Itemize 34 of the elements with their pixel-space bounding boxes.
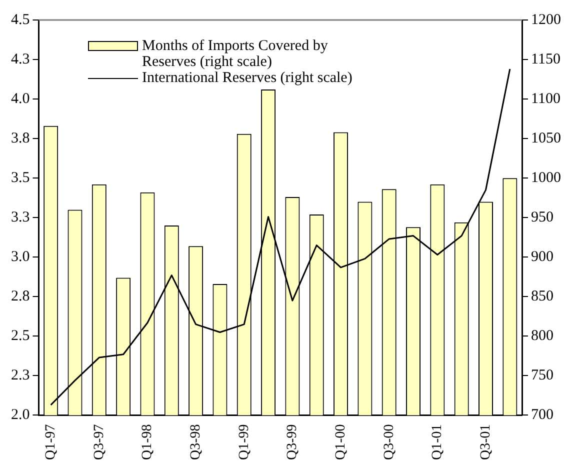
y-tick-label: 2.8 [11,288,30,305]
x-tick-label: Q1-99 [236,424,252,460]
y2-tick-label: 850 [531,288,554,305]
x-tick-label: Q1-00 [333,424,348,460]
y2-tick-label: 1150 [531,51,560,68]
y2-tick-label: 950 [531,210,554,226]
y2-tick-label: 700 [531,407,554,424]
y-tick-label: 2.5 [11,328,30,344]
y-tick-label: 3.3 [11,210,30,226]
x-tick-label: Q3-01 [478,424,494,460]
y2-tick-label: 800 [531,328,554,344]
y-tick-label: 4.5 [11,12,30,28]
y-tick-label: 2.0 [11,407,30,424]
x-tick-label: Q1-97 [44,424,59,460]
y-tick-label: 3.8 [11,130,30,147]
y2-tick-label: 1000 [531,170,561,186]
y-tick-label: 4.3 [11,51,30,68]
legend-label: Months of Imports Covered by Reserves (right scale) [142,38,329,70]
legend-label: International Reserves (right scale) [142,70,352,86]
y2-tick-label: 1200 [531,12,561,28]
y-tick-label: 3.5 [11,170,30,186]
y-tick-label: 4.0 [11,90,30,107]
x-tick-label: Q1-01 [430,424,446,460]
x-tick-label: Q3-98 [188,424,204,460]
y2-tick-label: 1050 [531,130,561,147]
y2-tick-label: 900 [531,249,554,266]
x-tick-label: Q1-98 [140,424,156,460]
y2-tick-label: 750 [531,368,554,384]
y-tick-label: 2.3 [11,368,30,384]
y-tick-label: 3.0 [11,249,30,266]
x-tick-label: Q3-99 [285,424,300,460]
x-tick-label: Q3-00 [382,424,397,460]
y2-tick-label: 1100 [531,90,560,107]
x-tick-label: Q3-97 [92,424,107,460]
